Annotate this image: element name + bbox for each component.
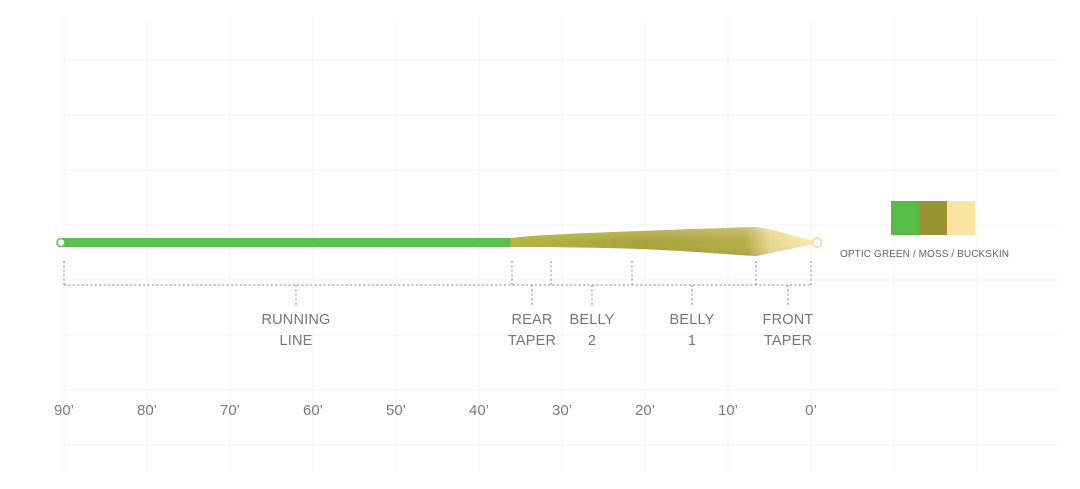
taper-head-shading bbox=[510, 227, 812, 256]
segment-label-line2: LINE bbox=[279, 333, 313, 349]
scale-label: 50’ bbox=[385, 402, 407, 419]
segment-label-line2: TAPER bbox=[507, 333, 557, 349]
segment-label-line2: 1 bbox=[687, 333, 697, 349]
scale-label: 60’ bbox=[302, 402, 324, 419]
color-swatches bbox=[891, 201, 975, 235]
background-grid bbox=[63, 18, 1060, 472]
swatch-optic-green bbox=[891, 201, 919, 235]
segment-label-line1: REAR bbox=[511, 312, 553, 328]
scale-label: 0’ bbox=[805, 402, 817, 419]
section-bracket bbox=[63, 261, 812, 306]
swatch-moss bbox=[919, 201, 947, 235]
segment-label-line1: BELLY bbox=[569, 312, 615, 328]
swatch-buckskin bbox=[947, 201, 975, 235]
running-line-body bbox=[62, 238, 516, 247]
scale-label: 80’ bbox=[136, 402, 158, 419]
scale-label: 30’ bbox=[551, 402, 573, 419]
scale-label: 90’ bbox=[53, 402, 75, 419]
scale-label: 70’ bbox=[219, 402, 241, 419]
rear-loop bbox=[56, 237, 66, 248]
front-loop bbox=[811, 237, 823, 248]
segment-label-running-line: RUNNING LINE bbox=[236, 310, 356, 352]
scale-label: 10’ bbox=[717, 402, 739, 419]
segment-label-line2: TAPER bbox=[763, 333, 813, 349]
segment-label-front-taper: FRONT TAPER bbox=[748, 310, 828, 352]
segment-label-line1: BELLY bbox=[669, 312, 715, 328]
scale-label: 40’ bbox=[468, 402, 490, 419]
segment-label-line1: RUNNING bbox=[261, 312, 331, 328]
scale-label: 20’ bbox=[634, 402, 656, 419]
segment-label-rear-taper: REAR TAPER bbox=[492, 310, 572, 352]
segment-label-line2: 2 bbox=[587, 333, 597, 349]
color-caption: OPTIC GREEN / MOSS / BUCKSKIN bbox=[840, 249, 1010, 260]
segment-label-line1: FRONT bbox=[762, 312, 814, 328]
segment-label-belly-2: BELLY 2 bbox=[552, 310, 632, 352]
segment-label-belly-1: BELLY 1 bbox=[652, 310, 732, 352]
